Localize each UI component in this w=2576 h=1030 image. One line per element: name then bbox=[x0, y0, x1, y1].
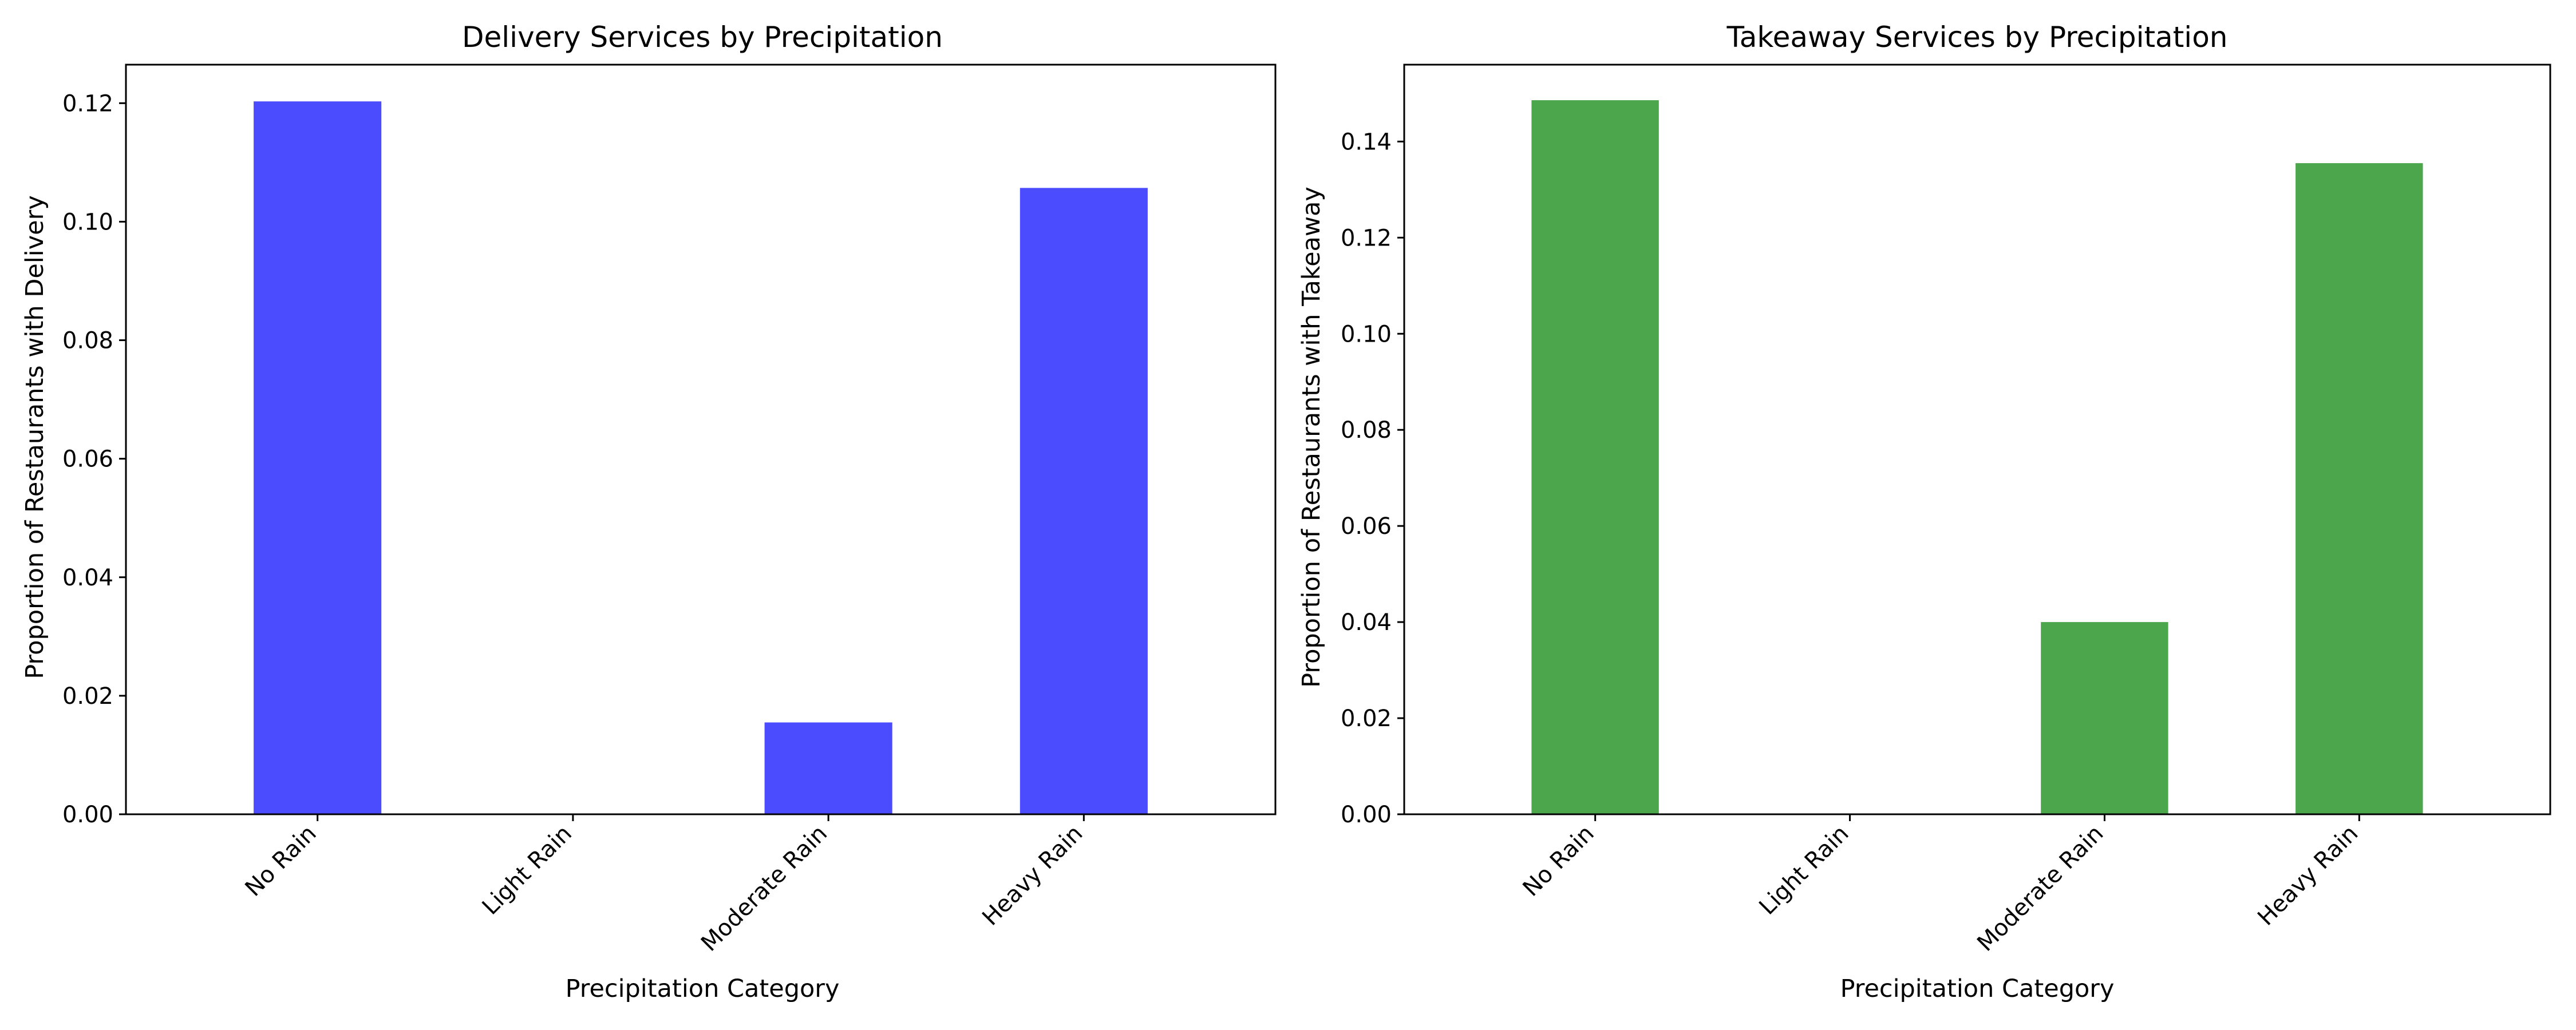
bars bbox=[254, 101, 1148, 815]
y-ticks: 0.00 0.02 0.04 0.06 0.08 0.10 0.12 0.14 bbox=[1341, 129, 1404, 828]
y-tick-label: 0.14 bbox=[1341, 129, 1392, 155]
x-ticks: No Rain Light Rain Moderate Rain Heavy Rain bbox=[1518, 814, 2363, 957]
y-tick-label: 0.04 bbox=[62, 565, 113, 591]
y-tick-label: 0.02 bbox=[1341, 706, 1392, 732]
bar bbox=[254, 101, 382, 815]
axes-frame bbox=[125, 64, 1277, 815]
bar bbox=[2041, 622, 2168, 814]
chart-title: Delivery Services by Precipitation bbox=[462, 21, 943, 54]
x-tick-label: No Rain bbox=[240, 821, 322, 902]
y-ticks: 0.00 0.02 0.04 0.06 0.08 0.10 0.12 bbox=[62, 90, 126, 828]
takeaway-chart: Takeaway Services by Precipitation Propo… bbox=[1297, 21, 2551, 1003]
axes-frame bbox=[1403, 64, 2551, 815]
y-axis-label: Proportion of Restaurants with Delivery bbox=[21, 195, 49, 679]
x-tick-label: Heavy Rain bbox=[2253, 821, 2363, 931]
y-tick-label: 0.12 bbox=[62, 90, 113, 117]
y-tick-label: 0.00 bbox=[62, 802, 113, 828]
y-tick-label: 0.08 bbox=[62, 328, 113, 354]
x-tick-label: Heavy Rain bbox=[977, 821, 1088, 931]
y-tick-label: 0.10 bbox=[1341, 321, 1392, 347]
x-ticks: No Rain Light Rain Moderate Rain Heavy Rain bbox=[240, 814, 1088, 957]
x-axis-label: Precipitation Category bbox=[566, 974, 840, 1003]
x-axis-label: Precipitation Category bbox=[1840, 974, 2115, 1003]
y-tick-label: 0.04 bbox=[1341, 609, 1392, 636]
x-tick-label: Light Rain bbox=[477, 821, 577, 920]
y-tick-label: 0.02 bbox=[62, 683, 113, 710]
x-tick-label: Moderate Rain bbox=[696, 821, 832, 957]
delivery-chart: Delivery Services by Precipitation Propo… bbox=[21, 21, 1277, 1003]
x-tick-label: Moderate Rain bbox=[1972, 821, 2108, 957]
x-tick-label: Light Rain bbox=[1754, 821, 1854, 920]
y-tick-label: 0.00 bbox=[1341, 802, 1392, 828]
y-tick-label: 0.12 bbox=[1341, 225, 1392, 251]
x-tick-label: No Rain bbox=[1518, 821, 1599, 902]
chart-title: Takeaway Services by Precipitation bbox=[1726, 21, 2228, 54]
y-tick-label: 0.10 bbox=[62, 209, 113, 235]
bar bbox=[1531, 100, 1659, 815]
bars bbox=[1531, 100, 2423, 815]
y-axis-label: Proportion of Restaurants with Takeaway bbox=[1297, 187, 1326, 688]
bar bbox=[2296, 163, 2423, 815]
y-tick-label: 0.06 bbox=[1341, 513, 1392, 540]
bar bbox=[1020, 188, 1148, 814]
y-tick-label: 0.06 bbox=[62, 446, 113, 473]
bar bbox=[764, 722, 892, 814]
y-tick-label: 0.08 bbox=[1341, 417, 1392, 443]
